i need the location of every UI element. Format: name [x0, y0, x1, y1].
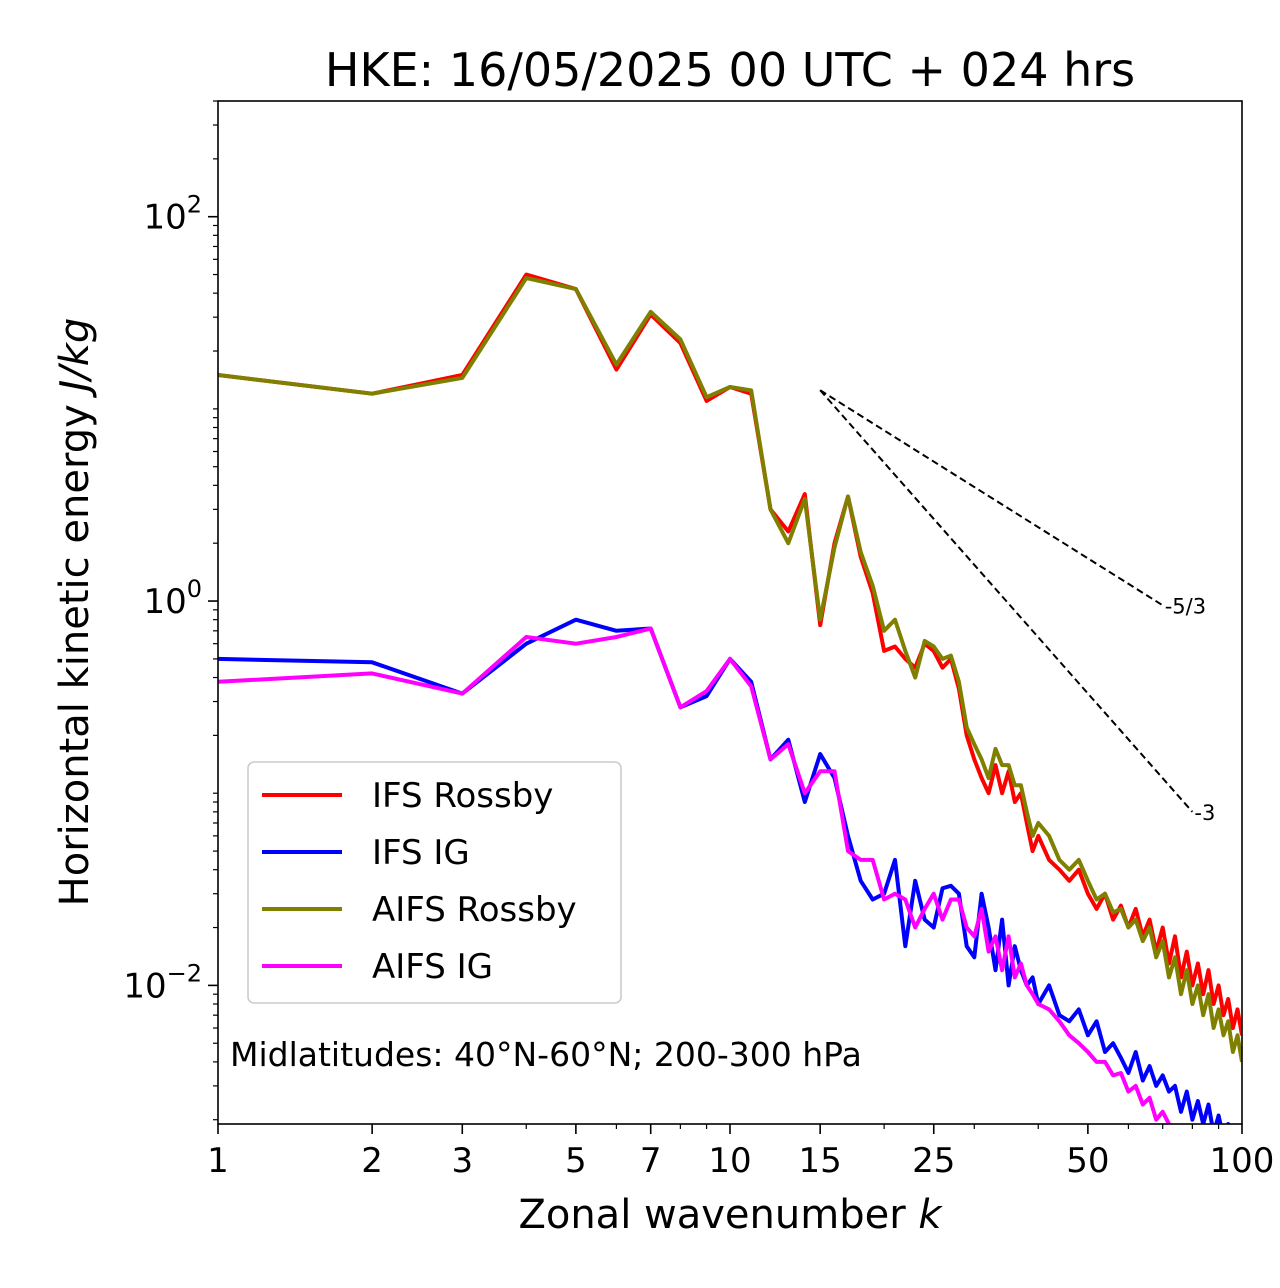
reference-slope-label: -3 — [1194, 801, 1215, 825]
reference-slope-line — [819, 389, 1164, 607]
reference-slope-label: -5/3 — [1165, 594, 1206, 618]
legend-box — [247, 761, 622, 1004]
x-tick-label: 15 — [799, 1141, 842, 1181]
chart-title: HKE: 16/05/2025 00 UTC + 024 hrs — [325, 43, 1135, 97]
series-line-aifs-ig — [218, 626, 1173, 1124]
y-tick-label: 10−2 — [123, 959, 202, 1006]
series-line-ifs-rossby — [218, 272, 1242, 1036]
x-tick-label: 7 — [640, 1141, 662, 1181]
y-axis: 10−2 100 102 — [123, 100, 218, 1121]
plot-area: 1 2 3 5 7 10 15 25 50 100 10−2 100 102 — [123, 100, 1274, 1181]
x-tick-label: 5 — [565, 1141, 587, 1181]
x-tick-label: 100 — [1210, 1141, 1275, 1181]
x-tick-label: 10 — [708, 1141, 751, 1181]
y-tick-label: 100 — [143, 575, 202, 622]
legend-label: IFS Rossby — [372, 776, 553, 816]
reference-slope-line — [819, 389, 1194, 813]
x-tick-label: 25 — [912, 1141, 955, 1181]
legend-label: AIFS Rossby — [372, 890, 577, 930]
x-tick-label: 3 — [451, 1141, 473, 1181]
x-axis-label: Zonal wavenumber k — [518, 1192, 943, 1238]
y-tick-label: 102 — [143, 191, 202, 238]
series-line-aifs-rossby — [218, 276, 1242, 1063]
legend: IFS Rossby IFS IG AIFS Rossby AIFS IG — [247, 761, 622, 1004]
x-tick-label: 50 — [1066, 1141, 1109, 1181]
y-axis-label: Horizontal kinetic energy J/kg — [52, 318, 98, 907]
x-tick-label: 1 — [207, 1141, 229, 1181]
region-annotation: Midlatitudes: 40°N-60°N; 200-300 hPa — [230, 1035, 862, 1074]
legend-label: AIFS IG — [372, 947, 493, 987]
x-axis: 1 2 3 5 7 10 15 25 50 100 — [207, 1124, 1274, 1181]
x-tick-label: 2 — [361, 1141, 383, 1181]
legend-label: IFS IG — [372, 833, 470, 873]
reference-lines — [819, 389, 1194, 813]
series-lines — [218, 272, 1242, 1124]
